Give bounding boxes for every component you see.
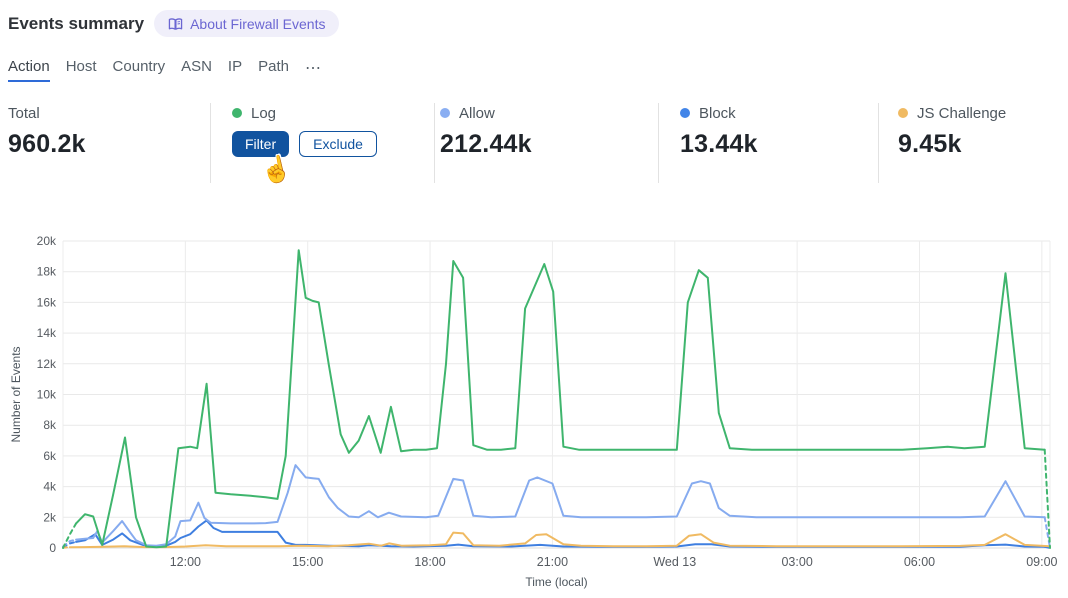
x-tick-label: 12:00 (170, 555, 201, 569)
events-line-chart-svg: 0 2k 4k 6k 8k 10k 12k 14k 16k 18k 20k 12:00 15:00 18:… (9, 234, 1058, 589)
y-tick-label: 18k (37, 265, 57, 279)
tab-host[interactable]: Host (65, 58, 97, 75)
stat-js-challenge[interactable]: JS Challenge 9.45k (898, 104, 1006, 159)
tab-action[interactable]: Action (8, 58, 50, 82)
stat-total: Total 960.2k (8, 104, 86, 159)
stat-divider (658, 103, 659, 183)
x-tick-label: Wed 13 (653, 555, 696, 569)
x-axis-title: Time (local) (525, 575, 587, 589)
stat-divider (434, 103, 435, 183)
page-title: Events summary (8, 13, 145, 33)
stat-total-value: 960.2k (8, 130, 86, 158)
y-tick-label: 12k (37, 357, 57, 371)
allow-color-dot (440, 108, 450, 118)
events-chart: 0 2k 4k 6k 8k 10k 12k 14k 16k 18k 20k 12:00 15:00 18:… (0, 225, 1068, 598)
y-tick-label: 4k (43, 480, 57, 494)
header: Events summary About Firewall Events (8, 10, 340, 37)
y-axis-title: Number of Events (9, 346, 23, 442)
tab-bar: Action Host Country ASN IP Path ⋯ (8, 58, 322, 82)
stat-log-label: Log (251, 104, 277, 122)
filter-button[interactable]: Filter (232, 131, 290, 157)
about-badge-label: About Firewall Events (190, 15, 326, 32)
cursor-hand-icon: ☝ (258, 153, 295, 187)
y-tick-label: 16k (37, 295, 57, 309)
stat-total-label: Total (8, 104, 40, 122)
stat-js-challenge-label: JS Challenge (917, 104, 1007, 122)
about-firewall-events-badge[interactable]: About Firewall Events (154, 10, 340, 37)
y-tick-label: 0 (49, 541, 56, 555)
stat-block-label: Block (699, 104, 736, 122)
stat-block[interactable]: Block 13.44k (680, 104, 758, 159)
exclude-button[interactable]: Exclude (299, 131, 377, 157)
x-tick-label: 18:00 (414, 555, 445, 569)
stat-allow-label: Allow (459, 104, 495, 122)
tab-country[interactable]: Country (112, 58, 166, 75)
stat-allow-value: 212.44k (440, 130, 532, 158)
series-line-log-dash-tail (1043, 448, 1051, 549)
series-line-allow (75, 464, 1046, 547)
log-color-dot (232, 108, 242, 118)
x-tick-label: 09:00 (1026, 555, 1057, 569)
js-challenge-color-dot (898, 108, 908, 118)
stat-js-challenge-value: 9.45k (898, 130, 962, 158)
more-tabs-ellipsis-icon[interactable]: ⋯ (304, 60, 322, 77)
series-line-js-challenge (68, 531, 1051, 549)
stat-divider (210, 103, 211, 183)
x-tick-label: 03:00 (781, 555, 812, 569)
series-line-log-dash-head (62, 522, 78, 549)
book-icon (168, 17, 183, 31)
y-tick-label: 2k (43, 510, 57, 524)
tab-ip[interactable]: IP (227, 58, 243, 75)
stat-allow[interactable]: Allow 212.44k (440, 104, 532, 159)
series-line-log (75, 249, 1046, 549)
x-tick-label: 06:00 (904, 555, 935, 569)
y-tick-label: 6k (43, 449, 57, 463)
y-tick-label: 10k (37, 388, 57, 402)
x-tick-label: 21:00 (537, 555, 568, 569)
y-tick-label: 20k (37, 234, 57, 248)
series-line-allow-dash-tail (1043, 516, 1051, 549)
x-tick-label: 15:00 (292, 555, 323, 569)
stat-divider (878, 103, 879, 183)
stat-block-value: 13.44k (680, 130, 758, 158)
block-color-dot (680, 108, 690, 118)
tab-asn[interactable]: ASN (181, 58, 212, 75)
tab-path[interactable]: Path (258, 58, 289, 75)
stat-log[interactable]: Log Filter Exclude (232, 104, 377, 157)
y-tick-label: 14k (37, 326, 57, 340)
y-tick-label: 8k (43, 418, 57, 432)
